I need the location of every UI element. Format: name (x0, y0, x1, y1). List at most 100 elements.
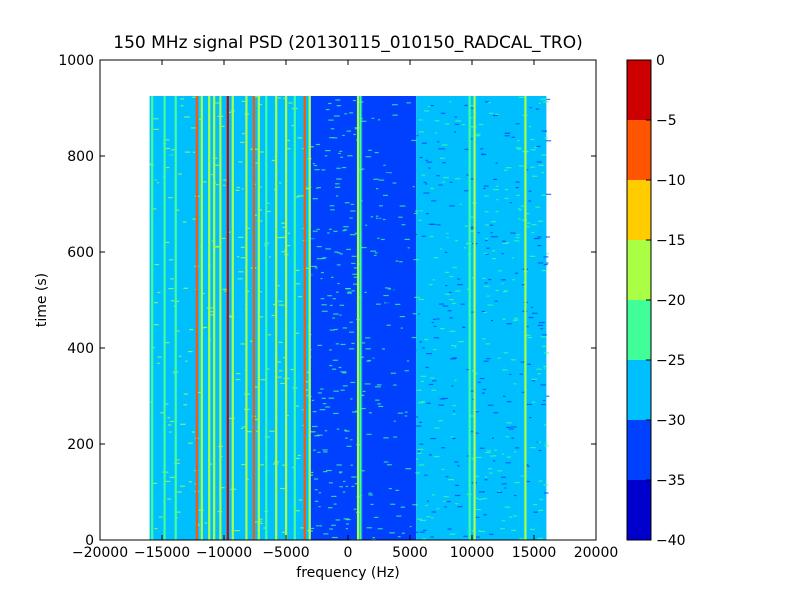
psd-speckle-cell (405, 367, 409, 369)
psd-speckle-cell (515, 234, 521, 236)
psd-speckle-cell (304, 232, 310, 234)
psd-speckle-cell (504, 135, 510, 137)
psd-speckle-cell (223, 179, 228, 181)
colorbar-segment (627, 120, 651, 180)
psd-speckle-cell (193, 284, 197, 286)
psd-speckle-cell (421, 142, 427, 144)
psd-speckle-cell (323, 533, 329, 535)
psd-speckle-cell (316, 525, 319, 527)
psd-speckle-cell (446, 500, 451, 503)
psd-speckle-cell (254, 418, 259, 421)
psd-speckle-cell (165, 166, 170, 169)
psd-speckle-cell (259, 464, 265, 466)
psd-speckle-cell (192, 423, 197, 426)
psd-speckle-cell (390, 503, 396, 505)
psd-speckle-cell (484, 285, 490, 288)
psd-speckle-cell (542, 334, 547, 336)
psd-speckle-cell (199, 118, 202, 120)
psd-speckle-cell (204, 522, 208, 524)
psd-speckle-cell (298, 296, 303, 298)
psd-speckle-cell (277, 326, 281, 328)
psd-speckle-cell (317, 392, 322, 394)
psd-speckle-cell (545, 236, 550, 238)
psd-speckle-cell (420, 210, 423, 212)
psd-speckle-cell (396, 213, 402, 215)
psd-speckle-cell (531, 380, 536, 382)
psd-band (149, 96, 200, 540)
psd-speckle-cell (306, 351, 310, 353)
psd-speckle-cell (330, 209, 335, 211)
psd-speckle-cell (311, 399, 315, 401)
psd-speckle-cell (197, 216, 202, 218)
psd-speckle-cell (398, 334, 404, 336)
psd-speckle-cell (364, 497, 371, 499)
psd-line (151, 96, 154, 540)
psd-speckle-cell (276, 411, 282, 413)
psd-speckle-cell (149, 131, 153, 133)
psd-speckle-cell (385, 535, 391, 537)
psd-speckle-cell (539, 498, 543, 501)
psd-speckle-cell (361, 342, 366, 344)
psd-speckle-cell (196, 391, 203, 394)
psd-speckle-cell (398, 216, 403, 218)
psd-speckle-cell (222, 184, 226, 186)
psd-speckle-cell (420, 531, 425, 533)
psd-speckle-cell (405, 159, 411, 161)
psd-speckle-cell (345, 519, 351, 521)
psd-speckle-cell (396, 515, 402, 517)
psd-line (356, 96, 360, 540)
psd-speckle-cell (326, 469, 332, 472)
psd-speckle-cell (339, 304, 345, 306)
psd-speckle-cell (342, 134, 345, 137)
psd-speckle-cell (469, 117, 473, 119)
psd-speckle-cell (492, 460, 496, 462)
psd-speckle-cell (495, 185, 499, 187)
psd-speckle-cell (474, 497, 479, 499)
psd-speckle-cell (344, 113, 348, 115)
psd-speckle-cell (286, 244, 291, 247)
psd-speckle-cell (250, 193, 256, 195)
psd-speckle-cell (277, 376, 282, 378)
psd-speckle-cell (152, 482, 158, 484)
psd-speckle-cell (327, 295, 332, 297)
psd-speckle-cell (470, 227, 477, 230)
psd-speckle-cell (407, 477, 414, 479)
psd-speckle-cell (484, 101, 489, 103)
psd-speckle-cell (384, 172, 390, 174)
psd-speckle-cell (541, 154, 547, 156)
psd-speckle-cell (537, 324, 544, 327)
psd-speckle-cell (518, 218, 521, 220)
psd-speckle-cell (488, 112, 494, 114)
psd-speckle-cell (504, 132, 511, 134)
psd-speckle-cell (231, 374, 238, 376)
psd-speckle-cell (520, 361, 526, 363)
psd-speckle-cell (524, 325, 529, 328)
x-axis-label: frequency (Hz) (296, 565, 399, 581)
psd-speckle-cell (180, 297, 187, 299)
psd-speckle-cell (455, 290, 461, 292)
psd-speckle-cell (503, 395, 506, 397)
psd-speckle-cell (324, 430, 328, 432)
psd-speckle-cell (250, 340, 254, 342)
psd-speckle-cell (420, 519, 427, 521)
psd-speckle-cell (530, 528, 535, 531)
psd-speckle-cell (313, 164, 318, 167)
psd-speckle-cell (519, 538, 524, 540)
psd-speckle-cell (505, 436, 509, 438)
psd-speckle-cell (195, 393, 202, 396)
psd-speckle-cell (332, 359, 339, 361)
psd-speckle-cell (528, 190, 532, 192)
psd-speckle-cell (446, 232, 449, 235)
psd-speckle-cell (404, 238, 410, 241)
psd-speckle-cell (336, 105, 342, 107)
psd-speckle-cell (449, 358, 456, 360)
psd-speckle-cell (220, 177, 224, 179)
y-tick-label: 1000 (58, 53, 94, 69)
psd-speckle-cell (168, 197, 173, 199)
psd-speckle-cell (351, 342, 355, 345)
psd-speckle-cell (386, 431, 389, 433)
psd-band (416, 96, 547, 540)
psd-speckle-cell (504, 487, 507, 489)
psd-speckle-cell (455, 484, 459, 487)
psd-speckle-cell (282, 464, 288, 466)
